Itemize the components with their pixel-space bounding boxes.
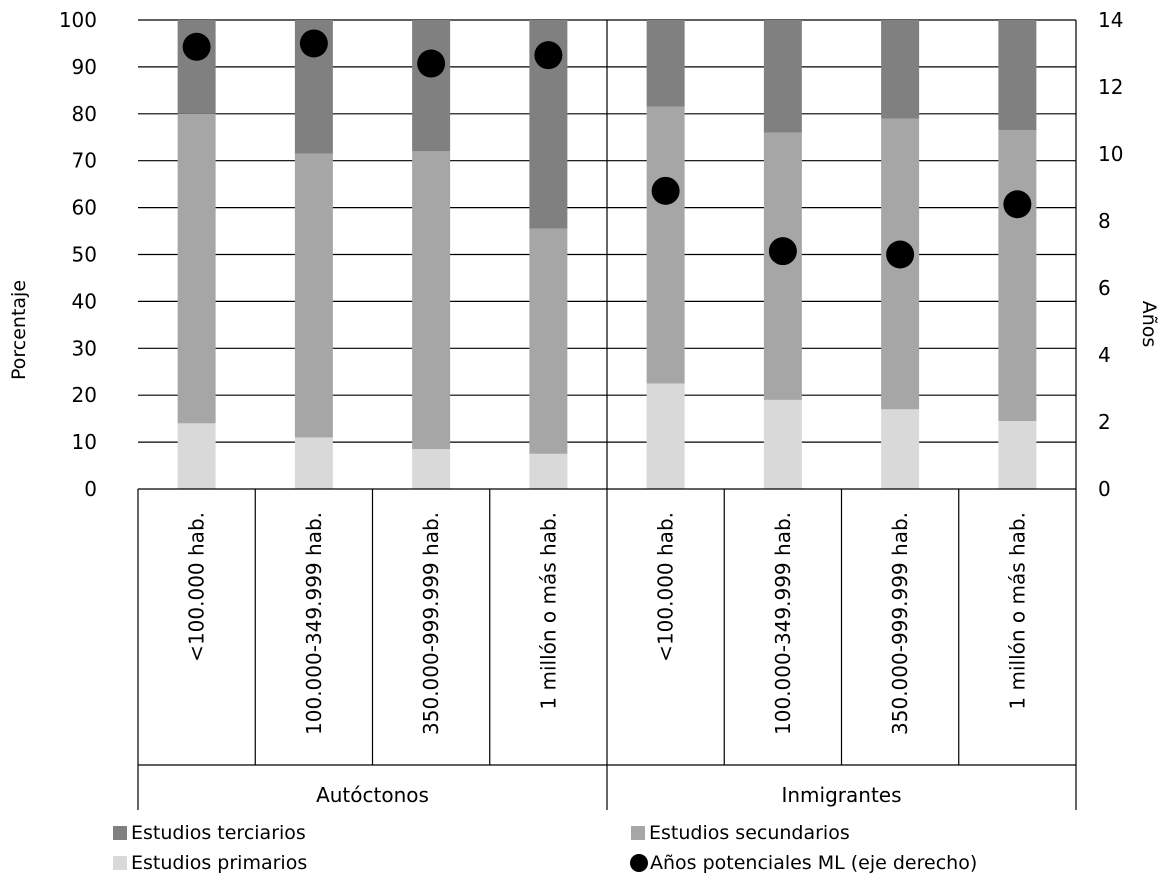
y2-tick-label-4: 4 xyxy=(1098,343,1111,367)
y2-tick-label-6: 6 xyxy=(1098,276,1111,300)
category-label-7: 1 millón o más hab. xyxy=(1005,512,1029,710)
bar-estudios-secundarios-2 xyxy=(412,151,451,450)
legend-swatch-secundarios xyxy=(631,826,645,840)
legend-item-secundarios: Estudios secundarios xyxy=(631,822,850,844)
category-label-0: <100.000 hab. xyxy=(185,512,209,662)
y-tick-label-100: 100 xyxy=(59,8,97,32)
y-tick-label-50: 50 xyxy=(72,243,97,267)
legend-swatch-terciarios xyxy=(113,826,127,840)
category-label-1: 100.000-349.999 hab. xyxy=(302,512,326,735)
marker-anos-ml-0 xyxy=(182,32,211,61)
legend-label-anos-ml: Años potenciales ML (eje derecho) xyxy=(650,852,978,874)
marker-anos-ml-7 xyxy=(1003,190,1032,219)
bar-estudios-secundarios-7 xyxy=(998,130,1037,421)
bar-estudios-primarios-1 xyxy=(294,437,333,489)
bar-estudios-primarios-0 xyxy=(177,423,216,489)
legend-label-secundarios: Estudios secundarios xyxy=(649,822,850,844)
bar-estudios-primarios-2 xyxy=(412,449,451,489)
category-label-2: 350.000-999.999 hab. xyxy=(419,512,443,735)
y-tick-label-80: 80 xyxy=(72,102,97,126)
y2-tick-label-12: 12 xyxy=(1098,75,1123,99)
marker-anos-ml-2 xyxy=(417,49,446,78)
marker-anos-ml-4 xyxy=(651,176,680,205)
y-tick-label-60: 60 xyxy=(72,196,97,220)
marker-anos-ml-1 xyxy=(299,29,328,58)
marker-anos-ml-6 xyxy=(886,240,915,269)
bar-estudios-terciarios-6 xyxy=(881,20,920,119)
bar-estudios-terciarios-7 xyxy=(998,20,1037,131)
category-label-6: 350.000-999.999 hab. xyxy=(888,512,912,735)
y-tick-label-90: 90 xyxy=(72,55,97,79)
legend-label-terciarios: Estudios terciarios xyxy=(131,822,306,844)
category-label-4: <100.000 hab. xyxy=(654,512,678,662)
y-tick-label-20: 20 xyxy=(72,383,97,407)
y-tick-label-0: 0 xyxy=(84,477,97,501)
bar-estudios-secundarios-0 xyxy=(177,113,216,424)
legend-label-primarios: Estudios primarios xyxy=(131,852,308,874)
y2-tick-label-0: 0 xyxy=(1098,477,1111,501)
bar-estudios-secundarios-5 xyxy=(763,132,802,400)
legend-item-terciarios: Estudios terciarios xyxy=(113,822,306,844)
category-label-5: 100.000-349.999 hab. xyxy=(771,512,795,735)
y-tick-label-40: 40 xyxy=(72,289,97,313)
y-axis-title: Porcentaje xyxy=(8,280,30,380)
y2-tick-label-2: 2 xyxy=(1098,410,1111,434)
marker-anos-ml-5 xyxy=(768,237,797,266)
group-label-1: Inmigrantes xyxy=(781,783,901,807)
bar-estudios-terciarios-5 xyxy=(763,20,802,133)
y2-axis-title: Años xyxy=(1138,301,1160,348)
y-tick-label-30: 30 xyxy=(72,336,97,360)
y2-tick-label-10: 10 xyxy=(1098,142,1123,166)
bar-estudios-primarios-5 xyxy=(763,399,802,489)
bar-estudios-primarios-7 xyxy=(998,420,1037,489)
legend-item-primarios: Estudios primarios xyxy=(113,852,307,874)
bar-estudios-secundarios-3 xyxy=(529,228,568,454)
group-label-0: Autóctonos xyxy=(316,783,429,807)
bar-estudios-secundarios-4 xyxy=(646,106,685,384)
bar-estudios-primarios-6 xyxy=(881,409,920,489)
bar-estudios-primarios-3 xyxy=(529,453,568,489)
bar-estudios-terciarios-2 xyxy=(412,20,451,152)
legend-item-anos-ml: Años potenciales ML (eje derecho) xyxy=(630,852,977,874)
legend-marker-anos-ml xyxy=(630,854,648,872)
bar-estudios-secundarios-1 xyxy=(294,153,333,438)
bar-estudios-primarios-4 xyxy=(646,383,685,489)
y-tick-label-10: 10 xyxy=(72,430,97,454)
category-label-3: 1 millón o más hab. xyxy=(536,512,560,710)
legend-swatch-primarios xyxy=(113,856,127,870)
y2-tick-label-14: 14 xyxy=(1098,8,1123,32)
y2-tick-label-8: 8 xyxy=(1098,209,1111,233)
bar-estudios-terciarios-4 xyxy=(646,20,685,107)
y-tick-label-70: 70 xyxy=(72,149,97,173)
marker-anos-ml-3 xyxy=(534,41,563,70)
